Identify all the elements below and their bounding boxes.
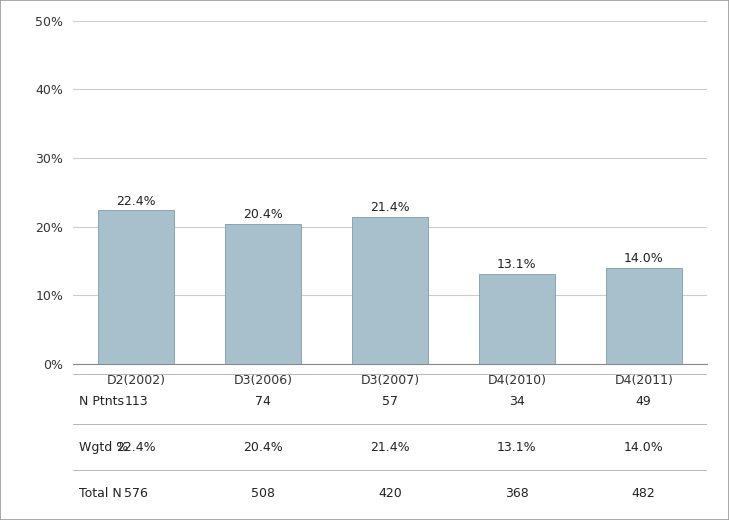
Text: 57: 57	[382, 395, 398, 408]
Bar	[606, 268, 682, 364]
Text: 22.4%: 22.4%	[117, 194, 156, 207]
Text: 576: 576	[125, 487, 148, 500]
Text: 508: 508	[252, 487, 275, 500]
Text: Wgtd %: Wgtd %	[79, 441, 128, 454]
Text: 13.1%: 13.1%	[497, 258, 537, 271]
Bar	[352, 217, 428, 364]
Text: 21.4%: 21.4%	[370, 201, 410, 214]
Bar	[225, 224, 301, 364]
Text: N Ptnts: N Ptnts	[79, 395, 124, 408]
Text: 34: 34	[509, 395, 525, 408]
Text: 22.4%: 22.4%	[117, 441, 156, 454]
Text: 21.4%: 21.4%	[370, 441, 410, 454]
Bar	[479, 274, 555, 364]
Text: 14.0%: 14.0%	[624, 252, 663, 265]
Text: 420: 420	[378, 487, 402, 500]
Text: 20.4%: 20.4%	[243, 208, 283, 221]
Text: 14.0%: 14.0%	[624, 441, 663, 454]
Text: 20.4%: 20.4%	[243, 441, 283, 454]
Text: Total N: Total N	[79, 487, 122, 500]
Text: 13.1%: 13.1%	[497, 441, 537, 454]
Text: 482: 482	[632, 487, 655, 500]
Text: 113: 113	[125, 395, 148, 408]
Text: 368: 368	[505, 487, 529, 500]
Text: 49: 49	[636, 395, 652, 408]
Bar	[98, 210, 174, 364]
Text: 74: 74	[255, 395, 271, 408]
